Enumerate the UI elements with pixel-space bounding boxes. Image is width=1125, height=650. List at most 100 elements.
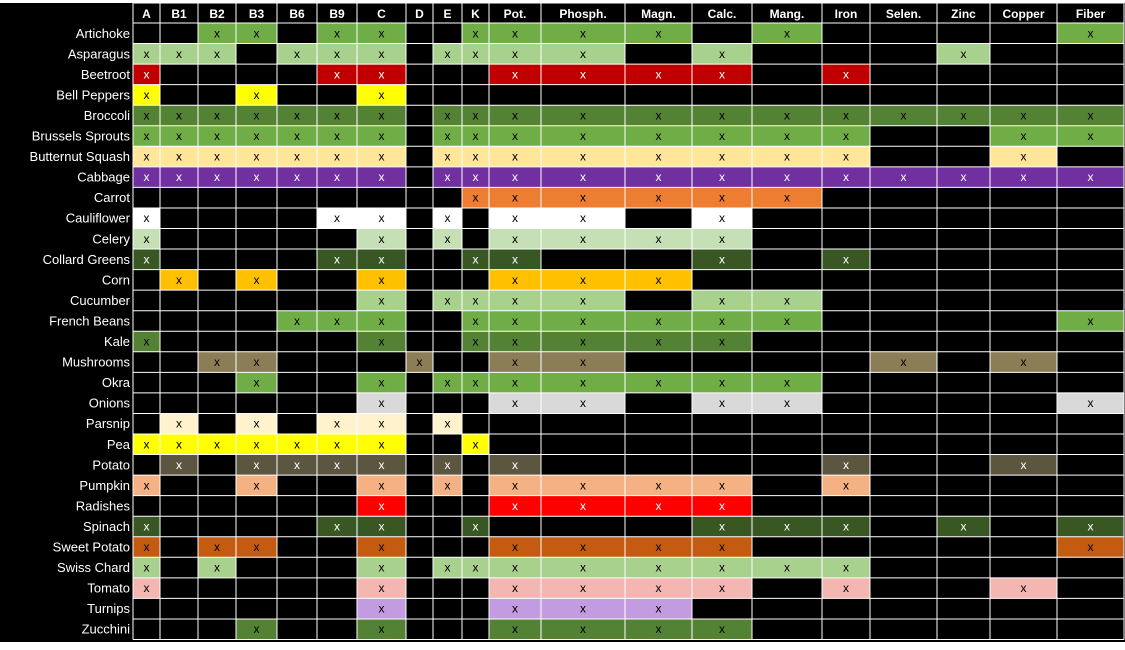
cell-mark-pea-b6: x bbox=[294, 437, 300, 451]
cell-french-beans-c bbox=[357, 310, 406, 332]
cell-mark-broccoli-iron: x bbox=[843, 108, 849, 122]
cell-broccoli-calc bbox=[692, 105, 752, 126]
cell-mark-broccoli-b3: x bbox=[254, 108, 260, 122]
cell-zucchini-calc bbox=[692, 618, 752, 640]
cell-mark-cabbage-fiber: x bbox=[1088, 170, 1094, 184]
cell-mark-tomato-a: x bbox=[144, 581, 150, 595]
cell-mark-swiss-chard-b2: x bbox=[214, 561, 220, 575]
cell-cauliflower-e bbox=[433, 207, 462, 229]
cell-mark-parsnip-e: x bbox=[445, 417, 451, 431]
cell-mark-pea-b1: x bbox=[176, 437, 182, 451]
cell-mark-kale-k: x bbox=[473, 335, 479, 349]
cell-mark-artichoke-b3: x bbox=[254, 26, 260, 40]
cell-okra-pot bbox=[489, 372, 541, 393]
cell-mark-beetroot-calc: x bbox=[719, 67, 725, 81]
cell-corn-phosph bbox=[541, 269, 625, 291]
row-label-pumpkin: Pumpkin bbox=[79, 478, 130, 493]
cell-french-beans-magn bbox=[625, 310, 692, 332]
cell-mark-swiss-chard-a: x bbox=[144, 561, 150, 575]
cell-mark-artichoke-pot: x bbox=[512, 26, 518, 40]
cell-mark-butternut-squash-a: x bbox=[144, 150, 150, 164]
cell-mark-sweet-potato-magn: x bbox=[656, 540, 662, 554]
cell-mark-radishes-c: x bbox=[379, 499, 385, 513]
cell-sweet-potato-magn bbox=[625, 536, 692, 558]
cell-potato-pot bbox=[489, 454, 541, 476]
cell-butternut-squash-phosph bbox=[541, 146, 625, 167]
cell-mark-sweet-potato-b2: x bbox=[214, 540, 220, 554]
cell-mark-tomato-phosph: x bbox=[580, 581, 586, 595]
cell-beetroot-calc bbox=[692, 64, 752, 85]
cell-mark-pumpkin-c: x bbox=[379, 478, 385, 492]
cell-mark-broccoli-b2: x bbox=[214, 108, 220, 122]
row-label-okra: Okra bbox=[102, 375, 131, 390]
cell-carrot-mang bbox=[752, 187, 822, 208]
cell-butternut-squash-c bbox=[357, 146, 406, 167]
cell-mark-cucumber-phosph: x bbox=[580, 293, 586, 307]
cell-mark-cauliflower-pot: x bbox=[512, 211, 518, 225]
cell-mark-spinach-mang: x bbox=[784, 519, 790, 533]
cell-mark-bell-peppers-b3: x bbox=[254, 88, 260, 102]
cell-mark-kale-calc: x bbox=[719, 335, 725, 349]
cell-mark-swiss-chard-e: x bbox=[445, 561, 451, 575]
cell-mark-french-beans-mang: x bbox=[784, 314, 790, 328]
column-header-mang: Mang. bbox=[770, 7, 805, 21]
cell-mark-artichoke-b2: x bbox=[214, 26, 220, 40]
cell-mark-celery-c: x bbox=[379, 232, 385, 246]
cell-asparagus-phosph bbox=[541, 43, 625, 65]
column-header-b1: B1 bbox=[171, 7, 187, 21]
cell-mark-tomato-iron: x bbox=[843, 581, 849, 595]
cell-mushrooms-pot bbox=[489, 351, 541, 373]
cell-mark-cucumber-mang: x bbox=[784, 293, 790, 307]
row-label-butternut-squash: Butternut Squash bbox=[30, 149, 130, 164]
cell-celery-phosph bbox=[541, 228, 625, 250]
cell-cauliflower-calc bbox=[692, 207, 752, 229]
cell-cauliflower-c bbox=[357, 207, 406, 229]
cell-mark-tomato-pot: x bbox=[512, 581, 518, 595]
cell-mark-cabbage-b3: x bbox=[254, 170, 260, 184]
cell-collard-greens-k bbox=[462, 249, 489, 270]
cell-mark-okra-magn: x bbox=[656, 376, 662, 390]
cell-mark-pumpkin-b3: x bbox=[254, 478, 260, 492]
cell-mark-kale-phosph: x bbox=[580, 335, 586, 349]
cell-spinach-calc bbox=[692, 516, 752, 537]
cell-asparagus-b1 bbox=[160, 43, 198, 65]
cell-sweet-potato-b2 bbox=[198, 536, 236, 558]
cell-mark-swiss-chard-iron: x bbox=[843, 561, 849, 575]
cell-mark-collard-greens-c: x bbox=[379, 252, 385, 266]
cell-mark-french-beans-phosph: x bbox=[580, 314, 586, 328]
cell-mark-onions-mang: x bbox=[784, 396, 790, 410]
cell-potato-b3 bbox=[236, 454, 277, 476]
cell-artichoke-pot bbox=[489, 23, 541, 44]
cell-swiss-chard-k bbox=[462, 557, 489, 578]
cell-potato-b1 bbox=[160, 454, 198, 476]
cell-pumpkin-iron bbox=[822, 475, 870, 496]
cell-swiss-chard-pot bbox=[489, 557, 541, 578]
cell-mark-okra-phosph: x bbox=[580, 376, 586, 390]
cell-okra-phosph bbox=[541, 372, 625, 393]
cell-mark-butternut-squash-mang: x bbox=[784, 150, 790, 164]
cell-artichoke-mang bbox=[752, 23, 822, 44]
cell-swiss-chard-iron bbox=[822, 557, 870, 578]
cell-tomato-magn bbox=[625, 577, 692, 599]
cell-mark-artichoke-fiber: x bbox=[1088, 26, 1094, 40]
cell-parsnip-e bbox=[433, 413, 462, 434]
cell-mark-broccoli-pot: x bbox=[512, 108, 518, 122]
column-header-b9: B9 bbox=[329, 7, 345, 21]
cell-butternut-squash-b9 bbox=[317, 146, 357, 167]
cell-mark-artichoke-phosph: x bbox=[580, 26, 586, 40]
cell-corn-b1 bbox=[160, 269, 198, 291]
cell-spinach-iron bbox=[822, 516, 870, 537]
cell-mark-broccoli-calc: x bbox=[719, 108, 725, 122]
cell-mark-mushrooms-copper: x bbox=[1021, 355, 1027, 369]
cell-onions-phosph bbox=[541, 392, 625, 414]
column-header-zinc: Zinc bbox=[951, 7, 976, 21]
cell-brussels-sprouts-calc bbox=[692, 125, 752, 147]
cell-zucchini-phosph bbox=[541, 618, 625, 640]
cell-mark-parsnip-b1: x bbox=[176, 417, 182, 431]
cell-radishes-phosph bbox=[541, 495, 625, 517]
cell-mark-potato-e: x bbox=[445, 458, 451, 472]
cell-broccoli-magn bbox=[625, 105, 692, 126]
cell-radishes-pot bbox=[489, 495, 541, 517]
cell-mark-okra-b3: x bbox=[254, 376, 260, 390]
cell-collard-greens-calc bbox=[692, 249, 752, 270]
